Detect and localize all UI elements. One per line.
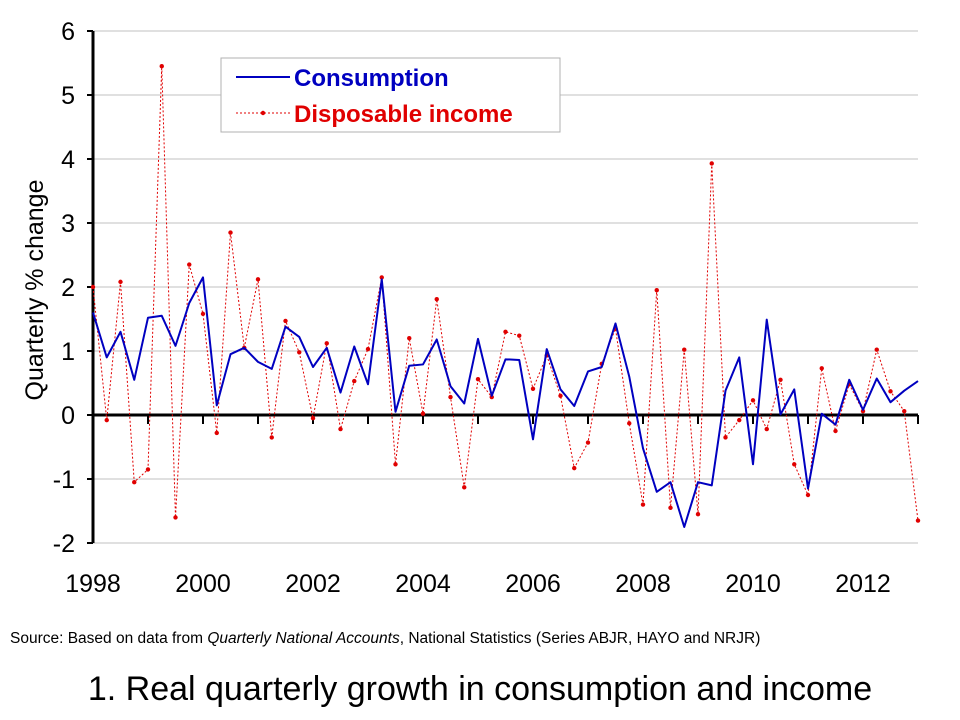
data-point-disposable-income: [805, 492, 811, 498]
data-point-disposable-income: [709, 161, 714, 166]
data-point-disposable-income: [627, 421, 632, 426]
x-tick-label: 1998: [65, 570, 121, 598]
figure-caption: 1. Real quarterly growth in consumption …: [87, 670, 873, 708]
data-point-disposable-income: [255, 277, 261, 282]
y-tick-label: 4: [61, 146, 75, 174]
x-tick-label: 2012: [835, 570, 891, 598]
data-point-disposable-income: [695, 512, 701, 517]
data-point-disposable-income: [778, 377, 783, 382]
series-layer: [90, 63, 921, 528]
data-point-disposable-income: [187, 262, 192, 267]
data-point-disposable-income: [764, 426, 769, 432]
data-point-disposable-income: [269, 435, 274, 440]
data-point-disposable-income: [489, 394, 494, 400]
data-point-disposable-income: [365, 346, 371, 352]
data-point-disposable-income: [448, 394, 453, 400]
data-point-disposable-income: [640, 502, 646, 507]
x-tick-label: 2002: [285, 570, 341, 598]
y-tick-label: 3: [61, 210, 75, 238]
data-point-disposable-income: [173, 515, 178, 520]
legend-marker-income: [260, 110, 266, 116]
data-point-disposable-income: [393, 462, 398, 467]
y-tick-label: -1: [53, 466, 75, 494]
x-tick-label: 2008: [615, 570, 671, 598]
data-point-disposable-income: [310, 416, 316, 421]
y-tick-label: -2: [53, 530, 75, 558]
x-tick-label: 2006: [505, 570, 561, 598]
data-point-disposable-income: [737, 417, 742, 423]
source-note: Source: Based on data from Quarterly Nat…: [10, 630, 950, 648]
source-publication: Quarterly National Accounts: [207, 630, 400, 647]
data-point-disposable-income: [668, 505, 673, 510]
y-tick-label: 5: [61, 82, 75, 110]
data-point-disposable-income: [324, 341, 329, 346]
data-point-disposable-income: [750, 398, 756, 403]
data-point-disposable-income: [104, 417, 109, 423]
data-point-disposable-income: [90, 284, 96, 290]
data-point-disposable-income: [819, 366, 824, 371]
data-point-disposable-income: [118, 279, 123, 285]
data-point-disposable-income: [228, 230, 233, 235]
data-point-disposable-income: [475, 376, 481, 382]
data-point-disposable-income: [297, 350, 302, 355]
data-point-disposable-income: [132, 480, 137, 485]
x-tick-label: 2010: [725, 570, 781, 598]
data-point-disposable-income: [833, 428, 838, 434]
data-point-disposable-income: [352, 378, 357, 384]
data-point-disposable-income: [420, 411, 426, 416]
legend: Consumption Disposable income: [220, 57, 561, 133]
x-tick-label: 2000: [175, 570, 231, 598]
data-point-disposable-income: [530, 386, 536, 391]
data-point-disposable-income: [503, 329, 508, 334]
data-point-disposable-income: [434, 296, 439, 302]
data-point-disposable-income: [517, 333, 522, 338]
legend-label-income: Disposable income: [294, 101, 513, 128]
data-point-disposable-income: [860, 408, 866, 414]
source-prefix: Source: Based on data from: [10, 630, 208, 647]
data-point-disposable-income: [214, 430, 219, 436]
series-line-consumption: [92, 276, 919, 528]
data-point-disposable-income: [145, 467, 151, 472]
data-point-disposable-income: [200, 311, 206, 317]
data-point-disposable-income: [874, 347, 879, 352]
data-point-disposable-income: [558, 393, 563, 398]
data-point-disposable-income: [682, 347, 687, 352]
data-point-disposable-income: [572, 465, 577, 471]
y-tick-label: 2: [61, 274, 75, 302]
y-tick-label: 6: [61, 18, 75, 46]
data-point-disposable-income: [915, 518, 921, 523]
data-point-disposable-income: [338, 426, 343, 432]
data-point-disposable-income: [379, 275, 384, 280]
data-point-disposable-income: [654, 288, 659, 293]
chart: -2 -1 0 1 2 3 4 5 6 1998 2000 2002 2004 2006 2008 2010 2…: [21, 18, 921, 598]
data-point-disposable-income: [283, 318, 288, 324]
source-suffix: , National Statistics (Series ABJR, HAYO…: [399, 630, 761, 647]
data-point-disposable-income: [792, 462, 797, 467]
data-point-disposable-income: [902, 408, 907, 414]
data-point-disposable-income: [888, 389, 893, 394]
data-point-disposable-income: [723, 435, 728, 440]
y-tick-label: 0: [61, 402, 75, 430]
data-point-disposable-income: [585, 440, 591, 445]
data-point-disposable-income: [159, 63, 164, 69]
series-line-disposable-income: [92, 66, 919, 521]
y-tick-label: 1: [61, 338, 75, 366]
legend-box: [220, 57, 561, 133]
y-axis-label: Quarterly % change: [21, 180, 49, 401]
legend-label-consumption: Consumption: [294, 65, 449, 92]
data-point-disposable-income: [407, 336, 412, 341]
x-tick-label: 2004: [395, 570, 451, 598]
data-point-disposable-income: [462, 485, 467, 490]
